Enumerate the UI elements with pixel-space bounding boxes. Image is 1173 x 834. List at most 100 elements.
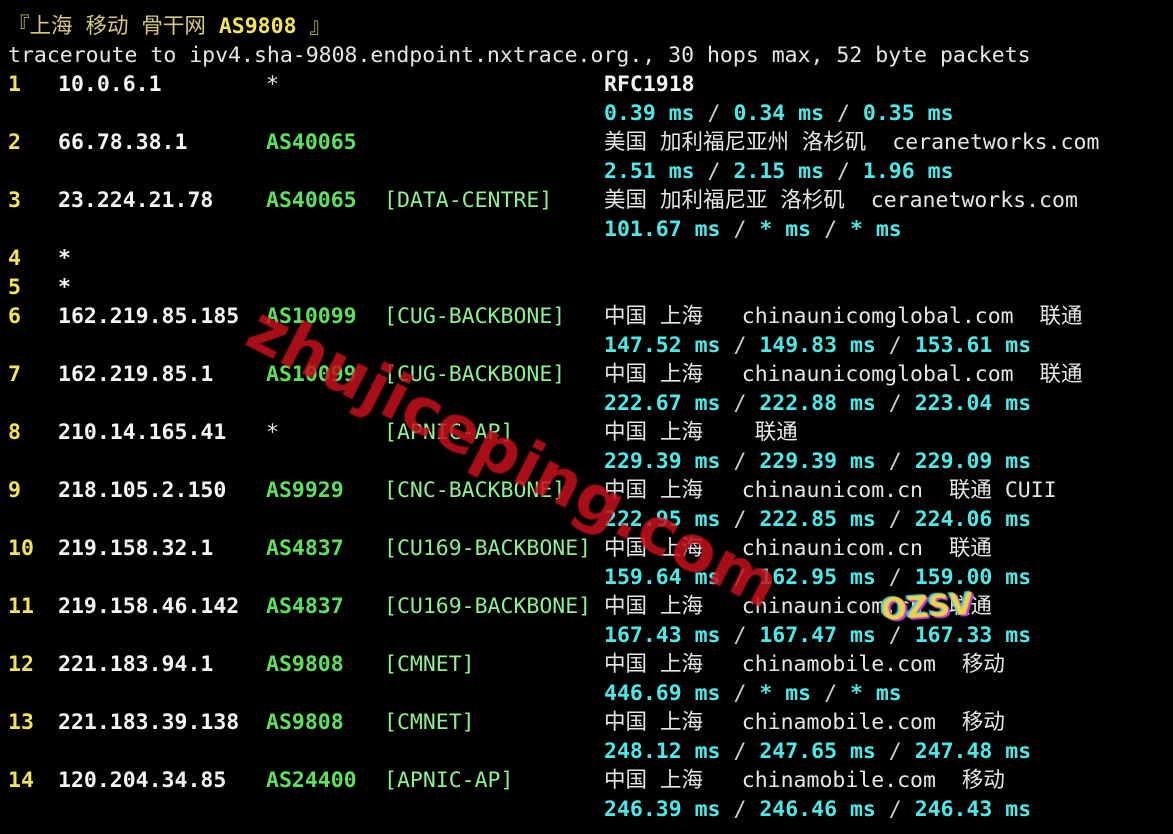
rtt-separator: / <box>824 101 863 126</box>
hop-asn: AS4837 <box>266 536 344 561</box>
hop-number: 14 <box>8 768 34 793</box>
hop-tag: [APNIC-AP] <box>384 768 514 793</box>
hop-geo: 中国 上海 chinaunicomglobal.com 联通 <box>604 304 1083 329</box>
rtt-value: * ms <box>849 681 902 706</box>
hop-tag: [CUG-BACKBONE] <box>384 304 566 329</box>
rtt-value: 0.34 ms <box>733 101 825 126</box>
hop-number: 5 <box>8 275 21 300</box>
rtt-separator: / <box>720 333 760 358</box>
hop-geo: 中国 上海 chinamobile.com 移动 <box>604 710 1005 735</box>
hop-number: 3 <box>8 188 21 213</box>
rtt-separator: / <box>875 449 915 474</box>
hop-tag: [CNC-BACKBONE] <box>384 478 566 503</box>
rtt-value: 149.83 ms <box>759 333 876 358</box>
rtt-value: 246.43 ms <box>914 797 1032 822</box>
hop-rtt-row: 167.43 ms / 167.47 ms / 167.33 ms <box>0 621 1173 650</box>
hop-row: 9 218.105.2.150 AS9929 [CNC-BACKBONE] 中国 上海 … <box>0 476 1173 505</box>
hop-number: 2 <box>8 130 21 155</box>
hop-rtt-row: 222.95 ms / 222.85 ms / 224.06 ms <box>0 505 1173 534</box>
rtt-value: 224.06 ms <box>914 507 1032 532</box>
rtt-separator: / <box>694 101 734 126</box>
rtt-separator: / <box>811 681 850 706</box>
hop-rtt-row: 248.12 ms / 247.65 ms / 247.48 ms <box>0 737 1173 766</box>
hop-ip: 219.158.46.142 <box>58 594 240 619</box>
hop-row: 4 * <box>0 244 1173 273</box>
hop-ip: * <box>58 246 71 271</box>
hop-rtt: 101.67 ms / * ms / * ms <box>604 215 902 244</box>
hop-ip: 23.224.21.78 <box>58 188 214 213</box>
hop-asn: AS40065 <box>266 188 357 213</box>
rtt-value: 246.39 ms <box>604 797 721 822</box>
hop-rtt: 167.43 ms / 167.47 ms / 167.33 ms <box>604 621 1031 650</box>
rtt-value: 153.61 ms <box>914 333 1032 358</box>
rtt-value: 159.00 ms <box>914 565 1032 590</box>
hop-number: 13 <box>8 710 34 735</box>
hop-geo: 中国 上海 chinamobile.com 移动 <box>604 652 1005 677</box>
hop-ip: 221.183.39.138 <box>58 710 240 735</box>
hop-asn: AS10099 <box>266 362 357 387</box>
hop-asn: AS9929 <box>266 478 344 503</box>
hop-rtt-row: 222.67 ms / 222.88 ms / 223.04 ms <box>0 389 1173 418</box>
hop-geo: 中国 上海 chinaunicom.cn 联通 CUII <box>604 478 1057 503</box>
title-asn: AS9808 <box>218 14 297 39</box>
rtt-value: 2.15 ms <box>733 159 825 184</box>
hop-tag: [CMNET] <box>384 652 475 677</box>
hop-number: 8 <box>8 420 21 445</box>
rtt-separator: / <box>720 449 760 474</box>
hop-rtt-row: 147.52 ms / 149.83 ms / 153.61 ms <box>0 331 1173 360</box>
rtt-separator: / <box>720 507 760 532</box>
rtt-separator: / <box>720 681 760 706</box>
hop-ip: 162.219.85.1 <box>58 362 214 387</box>
hop-asn: AS4837 <box>266 594 344 619</box>
rtt-value: 246.46 ms <box>759 797 876 822</box>
hop-tag: [CU169-BACKBONE] <box>384 594 592 619</box>
hop-rtt: 446.69 ms / * ms / * ms <box>604 679 902 708</box>
rtt-value: 222.85 ms <box>759 507 876 532</box>
hop-ip: 162.219.85.185 <box>58 304 240 329</box>
hop-geo: 中国 上海 chinaunicom.cn 联通 <box>604 536 992 561</box>
hop-rtt: 2.51 ms / 2.15 ms / 1.96 ms <box>604 157 954 186</box>
hop-asn: AS9808 <box>266 652 344 677</box>
hop-row: 3 23.224.21.78 AS40065 [DATA-CENTRE] 美国 加利福尼… <box>0 186 1173 215</box>
rtt-value: 229.39 ms <box>604 449 721 474</box>
hop-tag: [DATA-CENTRE] <box>384 188 553 213</box>
title-suffix: 』 <box>296 14 331 39</box>
hop-number: 1 <box>8 72 21 97</box>
command-text: traceroute to ipv4.sha-9808.endpoint.nxt… <box>8 43 1031 68</box>
hop-ip: 120.204.34.85 <box>58 768 227 793</box>
rtt-value: 0.39 ms <box>604 101 695 126</box>
hop-ip: 218.105.2.150 <box>58 478 227 503</box>
hop-rtt: 147.52 ms / 149.83 ms / 153.61 ms <box>604 331 1031 360</box>
rtt-value: 1.96 ms <box>862 159 954 184</box>
hop-asn: AS10099 <box>266 304 357 329</box>
hop-ip: 66.78.38.1 <box>58 130 188 155</box>
hop-tag: [APNIC-AP] <box>384 420 514 445</box>
hop-rtt: 246.39 ms / 246.46 ms / 246.43 ms <box>604 795 1031 824</box>
rtt-value: 147.52 ms <box>604 333 721 358</box>
rtt-value: 2.51 ms <box>604 159 695 184</box>
hop-rtt: 229.39 ms / 229.39 ms / 229.09 ms <box>604 447 1031 476</box>
header-title: 『上海 移动 骨干网 AS9808 』 <box>0 12 1173 41</box>
hop-ip: * <box>58 275 71 300</box>
hop-row: 2 66.78.38.1 AS40065 美国 加利福尼亚州 洛杉矶 ceranetw… <box>0 128 1173 157</box>
hop-rtt: 0.39 ms / 0.34 ms / 0.35 ms <box>604 99 954 128</box>
hop-number: 12 <box>8 652 34 677</box>
rtt-value: 222.95 ms <box>604 507 721 532</box>
hop-geo: 中国 上海 chinaunicomglobal.com 联通 <box>604 362 1083 387</box>
hop-rtt: 222.67 ms / 222.88 ms / 223.04 ms <box>604 389 1031 418</box>
rtt-value: 222.67 ms <box>604 391 721 416</box>
hop-asn: * <box>266 72 279 97</box>
hop-row: 1 10.0.6.1 * RFC1918 <box>0 70 1173 99</box>
rtt-separator: / <box>875 739 915 764</box>
rtt-value: 101.67 ms <box>604 217 721 242</box>
rtt-value: 167.47 ms <box>759 623 876 648</box>
hop-geo: 美国 加利福尼亚 洛杉矶 ceranetworks.com <box>604 188 1078 213</box>
rtt-value: 159.64 ms <box>604 565 721 590</box>
hop-rtt-row: 0.39 ms / 0.34 ms / 0.35 ms <box>0 99 1173 128</box>
hop-number: 4 <box>8 246 21 271</box>
rtt-value: 446.69 ms <box>604 681 721 706</box>
hop-number: 10 <box>8 536 34 561</box>
rtt-separator: / <box>720 217 760 242</box>
hop-geo: 中国 上海 chinamobile.com 移动 <box>604 768 1005 793</box>
hop-rtt-row: 159.64 ms / 162.95 ms / 159.00 ms <box>0 563 1173 592</box>
